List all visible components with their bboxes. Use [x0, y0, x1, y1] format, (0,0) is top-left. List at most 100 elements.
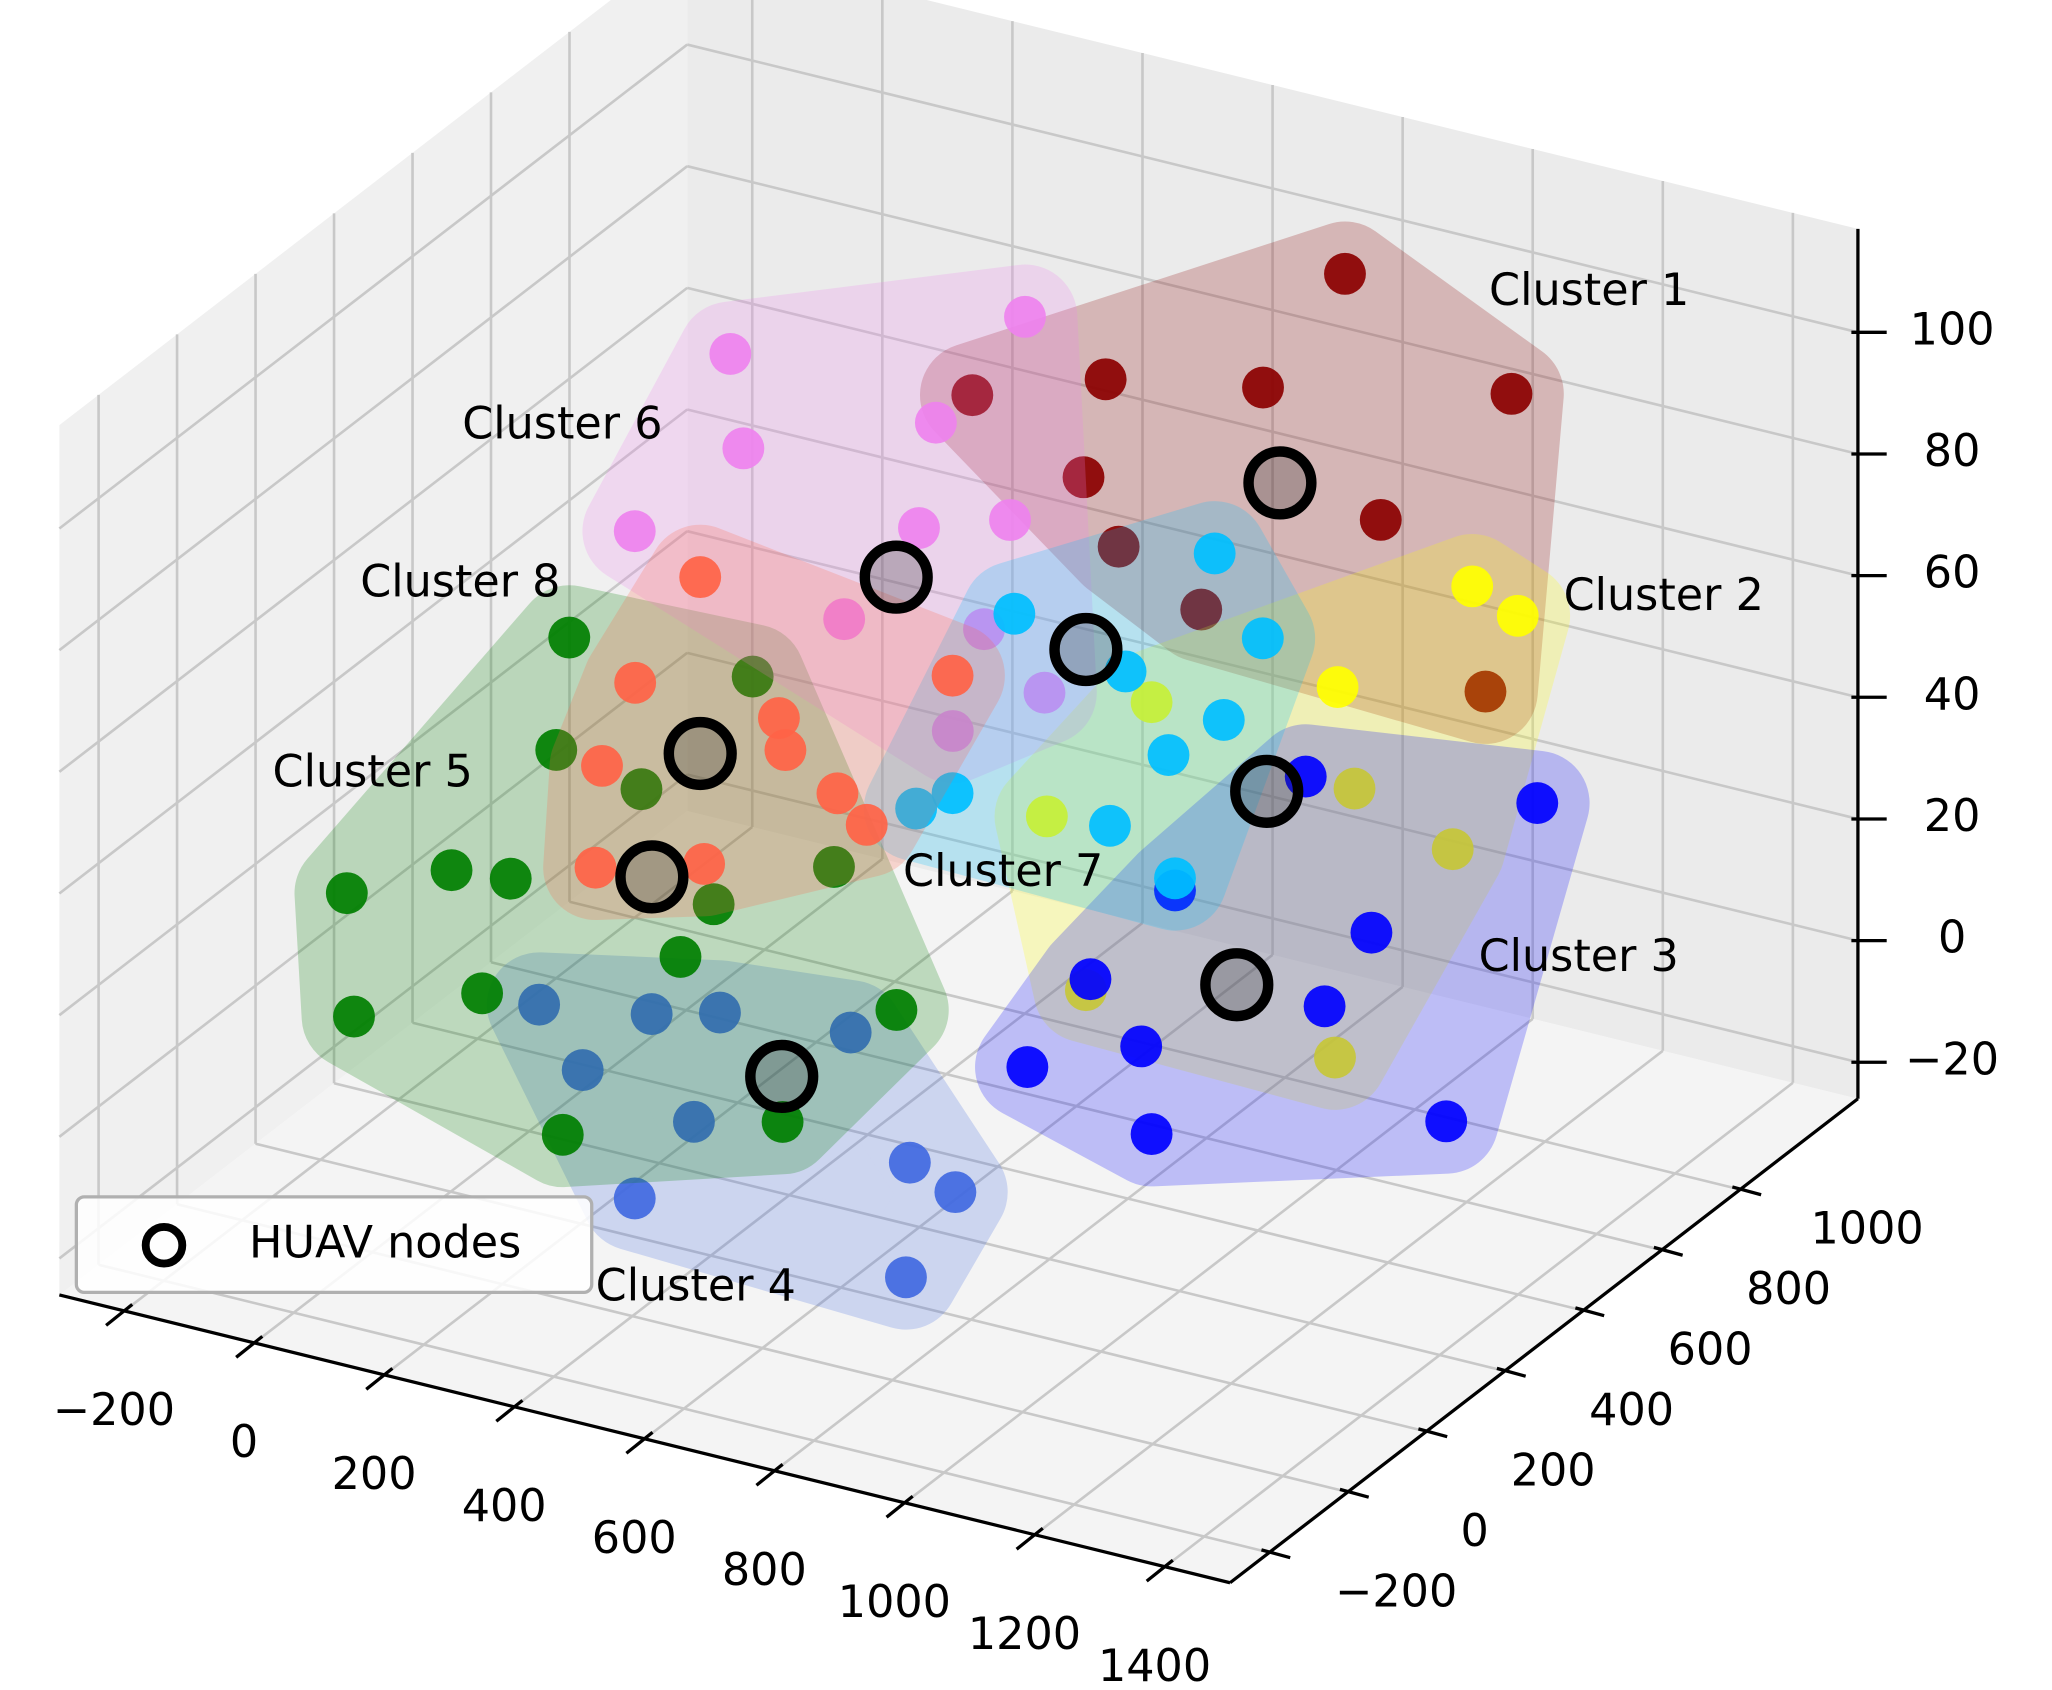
- huav-node: [663, 716, 737, 791]
- y-tick: [1417, 1427, 1448, 1439]
- grid-line: [513, 921, 1144, 1408]
- point: [931, 654, 974, 697]
- y-tick: [1574, 1306, 1605, 1318]
- point: [989, 499, 1031, 541]
- point: [1242, 366, 1284, 409]
- grid-line: [773, 985, 1404, 1472]
- huav-node: [615, 840, 689, 914]
- point: [614, 661, 657, 704]
- point: [722, 427, 765, 470]
- grid-line: [490, 960, 1663, 1252]
- point: [931, 772, 974, 815]
- point: [829, 1011, 872, 1054]
- point: [1425, 1100, 1468, 1143]
- point: [1154, 857, 1196, 900]
- point: [620, 768, 663, 811]
- grid-line: [58, 286, 689, 773]
- point: [1324, 252, 1366, 295]
- point: [1431, 828, 1474, 871]
- y-tick: [1653, 1245, 1684, 1257]
- grid-line: [412, 1021, 1584, 1312]
- grid-line: [1164, 1081, 1794, 1568]
- cluster-label: Cluster 6: [462, 398, 662, 449]
- point: [1333, 767, 1376, 810]
- x-tick: [755, 1463, 784, 1487]
- point: [875, 989, 918, 1031]
- point: [1490, 372, 1533, 415]
- point: [659, 935, 702, 978]
- point: [518, 983, 561, 1026]
- point: [679, 556, 722, 599]
- point: [683, 843, 726, 885]
- x-tick: [495, 1399, 524, 1423]
- point: [885, 1256, 927, 1299]
- point: [1097, 525, 1140, 568]
- x-tick: [1145, 1558, 1174, 1583]
- point: [895, 787, 938, 830]
- y-tick: [1496, 1366, 1527, 1378]
- grid-line: [333, 1081, 1506, 1373]
- y-axis: [1229, 1097, 1859, 1585]
- point: [816, 772, 859, 815]
- x-tick-label: 1000: [838, 1577, 951, 1628]
- grid-line: [58, 165, 689, 652]
- point: [931, 710, 974, 752]
- grid-line: [98, 1263, 1270, 1554]
- point: [1241, 617, 1284, 660]
- point: [823, 598, 866, 641]
- point: [1496, 594, 1539, 637]
- y-tick-label: 200: [1511, 1445, 1596, 1496]
- grid-line: [1034, 1049, 1664, 1536]
- point: [692, 883, 735, 926]
- x-tick: [235, 1335, 264, 1359]
- cluster-label: Cluster 3: [1479, 931, 1679, 982]
- point: [1089, 804, 1131, 847]
- y-tick-label: 1000: [1810, 1203, 1923, 1254]
- huav-node: [1230, 754, 1304, 828]
- z-tick-label: 40: [1924, 669, 1981, 720]
- point: [1062, 456, 1105, 499]
- y-tick: [1261, 1548, 1291, 1560]
- cluster-label: Cluster 1: [1489, 265, 1689, 316]
- cluster-label: Cluster 7: [903, 846, 1103, 897]
- point: [934, 1171, 977, 1214]
- point: [1516, 782, 1559, 825]
- point: [1120, 1025, 1163, 1068]
- point: [1316, 666, 1359, 709]
- cluster-region: [863, 501, 1316, 931]
- legend: HUAV nodes: [74, 1195, 594, 1294]
- point: [613, 510, 656, 553]
- cluster-region-shape: [863, 501, 1316, 931]
- y-tick: [1339, 1487, 1370, 1499]
- x-tick: [105, 1303, 134, 1327]
- point: [1147, 734, 1190, 776]
- x-tick-label: 400: [462, 1481, 547, 1532]
- z-tick-label: −20: [1905, 1034, 1999, 1085]
- huav-node: [745, 1039, 819, 1114]
- z-tick-label: 20: [1924, 791, 1981, 842]
- point: [888, 1141, 931, 1184]
- point: [581, 744, 623, 787]
- point: [1359, 498, 1402, 541]
- left-pane: [59, 0, 688, 1295]
- cluster-label: Cluster 5: [273, 746, 473, 797]
- y-tick-label: 600: [1668, 1324, 1753, 1375]
- grid-line: [686, 408, 1859, 699]
- point: [699, 991, 741, 1034]
- legend-box: [74, 1195, 594, 1294]
- cluster-label: Cluster 4: [596, 1260, 796, 1311]
- grid-line: [686, 164, 1859, 456]
- point: [1303, 985, 1346, 1028]
- point: [1006, 1046, 1049, 1088]
- point: [548, 616, 591, 659]
- point: [630, 993, 673, 1035]
- x-tick: [625, 1431, 654, 1455]
- point: [1025, 795, 1068, 838]
- y-tick: [1731, 1185, 1762, 1197]
- point: [1130, 1113, 1173, 1156]
- point: [489, 857, 532, 900]
- z-tick-label: 100: [1910, 304, 1995, 355]
- point: [325, 872, 368, 915]
- cluster-label: Cluster 8: [360, 557, 560, 608]
